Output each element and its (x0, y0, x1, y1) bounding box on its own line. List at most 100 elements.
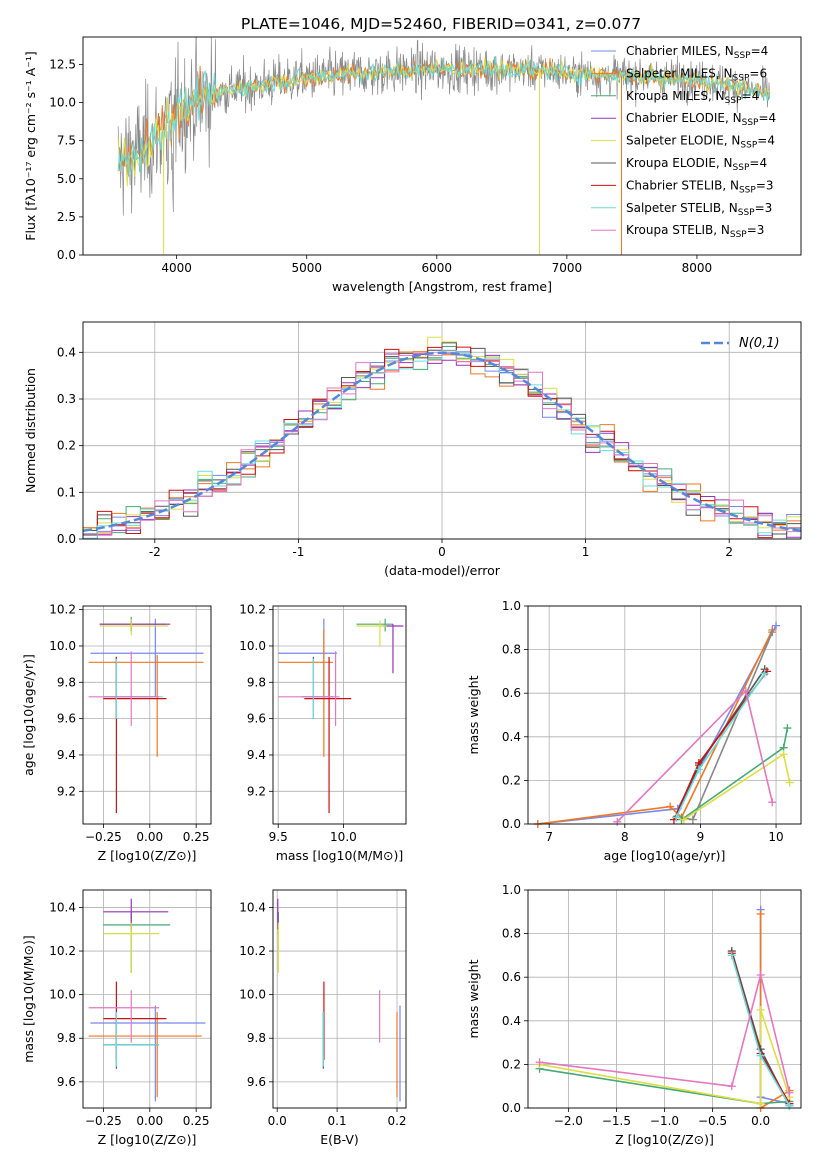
y-axis-label: Normed distribution (23, 368, 38, 493)
plus-marker (772, 621, 781, 630)
legend-text: Chabrier ELODIE, N (626, 111, 742, 125)
age_vs_Z-panel: −0.25 0.00 0.25 9.2 9.4 9.6 9.8 10.0 10.2 Z [log1… (21, 603, 212, 863)
x-tick-label: 0.00 (136, 1114, 163, 1128)
plus-marker (783, 724, 792, 733)
plus-marker (694, 765, 703, 774)
legend-label: N(0,1) (739, 336, 780, 351)
y-tick-label: 0.8 (502, 643, 521, 657)
plus-marker (760, 669, 769, 678)
x-tick-label: 0.1 (328, 1114, 347, 1128)
x-tick-label: -2 (149, 545, 161, 559)
legend-text: Salpeter MILES, N (626, 66, 733, 80)
histogram-series (83, 346, 801, 539)
legend-tail: =4 (751, 44, 769, 58)
plus-marker (756, 1099, 765, 1108)
legend-label: Salpeter STELIB, NSSP=3 (626, 201, 772, 218)
legend-text: Salpeter STELIB, N (626, 201, 738, 215)
y-tick-label: 9.8 (247, 675, 266, 689)
x-tick-label: 5000 (291, 261, 322, 275)
plus-marker (785, 1101, 794, 1110)
x-tick-label: 4000 (161, 261, 192, 275)
legend-text: Salpeter ELODIE, N (626, 134, 740, 148)
legend-label: Chabrier STELIB, NSSP=3 (626, 178, 774, 195)
legend-tail: =3 (755, 201, 773, 215)
mass-weight-line (616, 689, 774, 823)
x-axis-label: wavelength [Angstrom, rest frame] (332, 279, 552, 294)
y-tick-label: 5.0 (57, 172, 76, 186)
legend-subscript: SSP (725, 96, 742, 106)
y-tick-label: 9.8 (57, 675, 76, 689)
y-tick-label: 0.0 (57, 532, 76, 546)
x-tick-label: −0.5 (698, 1114, 727, 1128)
legend-tail: =4 (758, 111, 776, 125)
y-tick-label: 1.0 (502, 883, 521, 897)
y-tick-label: 0.4 (502, 1014, 521, 1028)
mass-weight-line (537, 629, 774, 825)
y-tick-label: 10.4 (239, 900, 266, 914)
x-tick-label: 9 (697, 830, 705, 844)
plus-marker (679, 815, 688, 824)
x-tick-label: 0 (438, 545, 446, 559)
legend-subscript: SSP (733, 163, 750, 173)
spectrum-panel: 4000 5000 6000 7000 8000 0.0 2.5 5.0 7.5 10.0 12.5… (23, 36, 802, 294)
x-tick-label: 0.00 (136, 830, 163, 844)
x-tick-label: 10.0 (330, 830, 357, 844)
x-tick-label: 10 (768, 830, 783, 844)
x-tick-label: 8 (621, 830, 629, 844)
axes-frame (527, 889, 802, 1109)
legend-label: Chabrier ELODIE, NSSP=4 (626, 111, 776, 128)
x-tick-label: 1 (582, 545, 590, 559)
y-tick-label: 0.3 (57, 392, 76, 406)
y-tick-label: 0.2 (502, 773, 521, 787)
y-tick-label: 0.8 (502, 927, 521, 941)
legend-text: Kroupa ELODIE, N (626, 156, 733, 170)
y-tick-label: 10.2 (239, 603, 266, 617)
plus-marker (779, 750, 788, 759)
y-tick-label: 0.4 (502, 730, 521, 744)
model-spectrum (117, 56, 771, 175)
mass_vs_ebv-panel: 0.0 0.1 0.2 9.6 9.8 10.0 10.2 10.4 E(B-V) (239, 889, 407, 1147)
y-tick-label: 9.2 (57, 784, 76, 798)
axes-frame (82, 321, 802, 540)
y-tick-label: 10.2 (49, 944, 76, 958)
legend-label: Salpeter MILES, NSSP=6 (626, 66, 767, 83)
legend-text: Kroupa MILES, N (626, 89, 725, 103)
y-tick-label: 10.0 (49, 96, 76, 110)
plus-marker (688, 815, 697, 824)
legend-tail: =3 (747, 223, 765, 237)
x-tick-label: 0.0 (751, 1114, 770, 1128)
x-axis-label: E(B-V) (320, 1132, 359, 1147)
y-axis-label: mass [log10(M/M⊙)] (21, 935, 36, 1063)
plus-marker (785, 1088, 794, 1097)
axes-frame (272, 889, 407, 1109)
y-axis-label: age [log10(age/yr)] (21, 654, 36, 776)
y-tick-label: 7.5 (57, 134, 76, 148)
legend-text: Chabrier MILES, N (626, 44, 734, 58)
histogram-series (83, 336, 801, 530)
mass_weight_vs_age-panel: 7 8 9 10 0.0 0.2 0.4 0.6 0.8 1.0 age [log10(age/yr… (466, 599, 802, 863)
legend-subscript: SSP (730, 230, 747, 240)
y-tick-label: 10.2 (239, 944, 266, 958)
y-tick-label: 9.6 (247, 1075, 266, 1089)
legend-subscript: SSP (739, 185, 756, 195)
plus-marker (727, 1082, 736, 1091)
x-tick-label: 8000 (682, 261, 713, 275)
y-axis-label: mass weight (466, 959, 481, 1038)
observed-spectrum (117, 37, 770, 216)
residuals-panel: -2 -1 0 1 2 0.0 0.1 0.2 0.3 0.4 (data-model)/error… (23, 321, 802, 578)
legend-tail: =6 (749, 66, 767, 80)
x-tick-label: 7000 (552, 261, 583, 275)
x-tick-label: −0.25 (85, 1114, 122, 1128)
model-spectrum (117, 57, 771, 187)
axes-frame (272, 605, 407, 825)
x-tick-label: −2.0 (554, 1114, 583, 1128)
plus-marker (727, 951, 736, 960)
histogram-series (83, 342, 801, 535)
x-tick-label: −1.5 (602, 1114, 631, 1128)
axes-frame (82, 36, 802, 256)
plus-marker (756, 909, 765, 918)
y-tick-label: 0.2 (502, 1057, 521, 1071)
legend-label: Kroupa ELODIE, NSSP=4 (626, 156, 767, 173)
mass-weight-line (539, 974, 791, 1093)
y-tick-label: 10.0 (49, 988, 76, 1002)
